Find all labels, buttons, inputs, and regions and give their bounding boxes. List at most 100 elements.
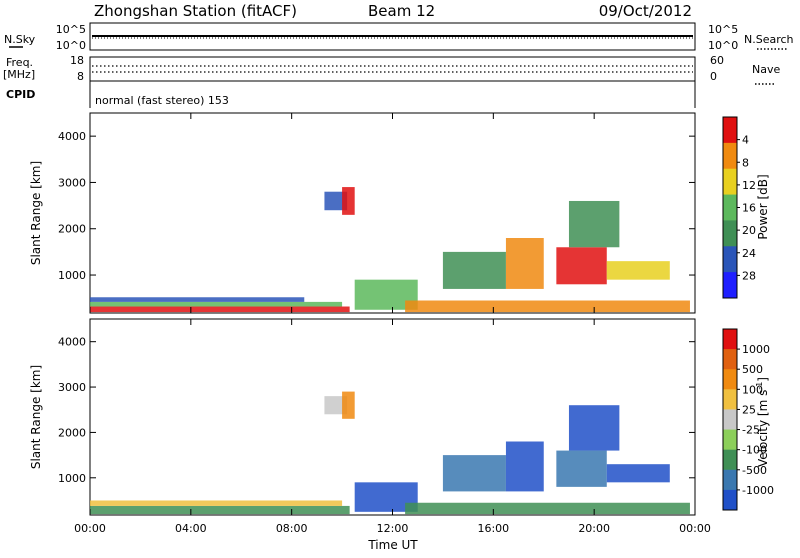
y-tick-label: 3000	[58, 176, 86, 189]
velocity-colorbar-label-main: Velocity [m s	[756, 390, 770, 467]
cpid-label: CPID	[6, 88, 35, 101]
colorbar-tick-label: 24	[742, 247, 756, 260]
scatter-region	[442, 251, 506, 289]
colorbar-segment	[723, 329, 737, 350]
scatter-region	[90, 297, 305, 302]
nave-tick-low: 0	[710, 70, 717, 83]
colorbar-segment	[723, 469, 737, 491]
time-axis-title: Time UT	[367, 538, 418, 552]
colorbar-tick-label: 20	[742, 224, 756, 237]
x-tick-label: 00:00	[679, 522, 711, 535]
colorbar-segment	[723, 489, 737, 511]
scatter-region	[342, 187, 355, 215]
colorbar-segment	[723, 389, 737, 410]
scatter-region	[556, 450, 607, 487]
scatter-region	[324, 191, 348, 211]
nsky-tick-low: 10^0	[56, 39, 86, 52]
colorbar-segment	[723, 246, 737, 273]
x-tick-label: 12:00	[377, 522, 409, 535]
y-tick-label: 4000	[58, 336, 86, 349]
x-tick-label: 08:00	[276, 522, 308, 535]
scatter-region	[505, 238, 544, 289]
velocity-colorbar: 1000 500 100 25 -25 -100 -500 -1000	[722, 328, 774, 511]
scatter-region	[568, 200, 620, 248]
freq-strip: Freq. [MHz] 18 8 60 0 Nave	[3, 54, 780, 85]
colorbar-tick-label: 4	[742, 134, 749, 147]
freq-label: Freq.	[6, 56, 33, 69]
power-marks	[90, 187, 690, 313]
colorbar-tick-label: -1000	[742, 484, 774, 497]
power-y-ticks: 1000 2000 3000 4000	[58, 130, 695, 282]
velocity-ylabel: Slant Range [km]	[29, 365, 43, 469]
scatter-region	[568, 405, 620, 451]
x-tick-label: 16:00	[477, 522, 509, 535]
y-tick-label: 2000	[58, 426, 86, 439]
colorbar-tick-label: 12	[742, 179, 756, 192]
colorbar-segment	[723, 449, 737, 471]
power-ylabel: Slant Range [km]	[29, 161, 43, 265]
scatter-region	[505, 441, 544, 492]
scatter-region	[442, 455, 506, 492]
colorbar-segment	[723, 220, 737, 247]
colorbar-segment	[723, 409, 737, 431]
colorbar-segment	[723, 117, 737, 144]
nsearch-label: N.Search	[744, 33, 794, 46]
scatter-region	[606, 261, 670, 280]
colorbar-frame	[722, 328, 738, 511]
nsky-label: N.Sky	[4, 33, 36, 46]
power-x-tickmarks	[89, 113, 696, 313]
scatter-region	[90, 301, 343, 307]
velocity-colorbar-label: Velocity [m s-1]	[755, 377, 770, 467]
velocity-colorbar-label-sup: -1	[755, 382, 764, 390]
colorbar-tick-label: 28	[742, 269, 756, 282]
velocity-panel: 1000 2000 3000 4000 Slant Range [km] 1000 50…	[29, 318, 774, 516]
colorbar-tick-label: 25	[742, 403, 756, 416]
colorbar-tick-label: 500	[742, 363, 763, 376]
colorbar-segment	[723, 429, 737, 451]
colorbar-tick-label: 100	[742, 383, 763, 396]
noise-strip-frame	[89, 22, 696, 51]
date-title: 09/Oct/2012	[599, 2, 692, 20]
freq-strip-frame	[89, 56, 696, 82]
y-tick-label: 3000	[58, 381, 86, 394]
x-tick-label: 04:00	[175, 522, 207, 535]
nsky-tick-high: 10^5	[56, 23, 86, 36]
scatter-region	[405, 300, 690, 313]
cpid-strip: CPID normal (fast stereo) 153	[6, 81, 696, 108]
power-colorbar: 4 8 12 16 20 24 28	[722, 116, 756, 299]
cpid-text: normal (fast stereo) 153	[95, 94, 229, 107]
x-tick-label: 00:00	[74, 522, 106, 535]
nsearch-tick-high: 10^5	[708, 23, 738, 36]
velocity-y-ticks: 1000 2000 3000 4000	[58, 336, 695, 485]
colorbar-tick-label: -100	[742, 444, 767, 457]
y-tick-label: 1000	[58, 269, 86, 282]
velocity-marks	[90, 391, 690, 515]
y-tick-label: 4000	[58, 130, 86, 143]
colorbar-segment	[723, 369, 737, 390]
nave-label: Nave	[752, 63, 780, 76]
scatter-region	[90, 500, 343, 506]
power-colorbar-label: Power [dB]	[756, 174, 770, 239]
noise-strip: N.Sky 10^5 10^0 10^5 10^0 N.Search	[4, 22, 794, 52]
colorbar-segment	[723, 272, 737, 299]
velocity-colorbar-label-end: ]	[756, 377, 770, 382]
beam-title: Beam 12	[368, 2, 435, 20]
nsearch-tick-low: 10^0	[708, 39, 738, 52]
station-title: Zhongshan Station (fitACF)	[94, 2, 297, 20]
colorbar-tick-label: 16	[742, 202, 756, 215]
scatter-region	[324, 396, 348, 415]
scatter-region	[606, 464, 670, 483]
power-panel: 1000 2000 3000 4000 Slant Range [km] 4 8 12 16…	[29, 112, 770, 314]
scatter-region	[405, 502, 690, 515]
velocity-x-tickmarks	[89, 319, 696, 515]
scatter-region	[556, 247, 607, 285]
colorbar-segment	[723, 194, 737, 221]
colorbar-segment	[723, 349, 737, 370]
scatter-region	[90, 306, 350, 313]
colorbar-tick-label: 1000	[742, 343, 770, 356]
time-axis-labels: 00:00 04:00 08:00 12:00 16:00 20:00 00:00	[74, 522, 711, 535]
colorbar-segment	[723, 168, 737, 196]
colorbar-tick-label: -500	[742, 464, 767, 477]
